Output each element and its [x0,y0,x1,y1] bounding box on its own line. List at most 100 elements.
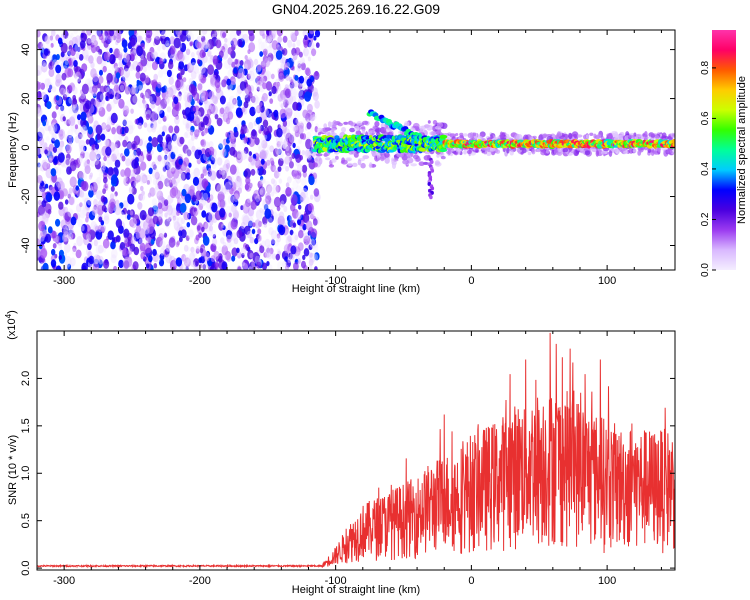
spectrogram-noise-cell [185,266,189,270]
spectrogram-noise-cell [312,113,317,121]
spectrogram-noise-cell [80,225,85,232]
spectrogram-noise-cell [77,156,83,165]
spectrogram-noise-cell [187,246,191,252]
spectrogram-noise-cell [63,158,70,169]
spectrogram-noise-cell [151,168,159,179]
spectrogram-halo-cell [412,154,419,160]
spectrogram-halo-cell [331,124,336,129]
spectrogram-noise-cell [248,121,254,130]
spectrogram-noise-cell [305,67,310,75]
spectrogram-noise-cell [249,182,254,188]
spectrogram-noise-cell [270,191,275,197]
spectrogram-noise-cell [284,108,293,119]
spectrogram-noise-cell [113,265,118,270]
spectrogram-noise-cell [210,157,216,165]
spectrogram-noise-cell [163,248,170,258]
spectrogram-noise-cell [38,163,43,171]
spectrogram-noise-cell [37,65,43,76]
spectrogram-halo-cell [436,153,440,158]
spectrogram-noise-cell [202,116,209,126]
spectrogram-noise-cell [37,107,42,118]
spectrogram-noise-cell [276,233,281,239]
spectrogram-noise-cell [84,151,90,160]
spectrogram-noise-cell [198,232,203,238]
spectrogram-noise-cell [236,153,243,164]
spectrogram-noise-cell [218,167,224,175]
spectrogram-halo-cell [509,150,514,156]
spectrogram-noise-cell [243,136,249,143]
spectrogram-noise-cell [115,72,121,79]
spectrogram-noise-cell [203,221,209,230]
spectrogram-noise-cell [276,235,282,243]
spectrogram-noise-cell [103,215,110,225]
spectrogram-noise-cell [37,122,40,130]
spectrogram-noise-cell [183,132,188,139]
spectrogram-noise-cell [287,139,293,147]
spectrogram-noise-cell [196,36,201,42]
spectrogram-noise-cell [196,245,200,252]
spectrogram-noise-cell [50,168,56,177]
spectrogram-tail-cell [430,160,434,164]
spectrogram-noise-cell [308,263,313,270]
spectrogram-noise-cell [102,162,106,168]
spectrogram-noise-cell [143,91,149,100]
spectrogram-halo-cell [357,159,362,166]
spectrogram-noise-cell [67,50,72,57]
spectrogram-noise-cell [250,168,256,176]
spectrogram-noise-cell [157,202,163,210]
spectrogram-noise-cell [201,226,205,232]
spectrogram-halo-cell [360,162,366,169]
spectrogram-noise-cell [173,221,181,231]
spectrogram-noise-cell [151,79,158,89]
spectrogram-noise-cell [256,80,263,91]
spectrogram-noise-cell [269,145,275,153]
snr-y-tick-label: 0.5 [20,513,32,528]
spectrogram-noise-cell [51,111,57,119]
snr-series-line [37,332,675,569]
spectrogram-noise-cell [279,194,287,205]
spectrogram-noise-cell [157,45,161,52]
spectrogram-halo-cell [644,131,648,138]
spectrogram-noise-cell [306,122,312,130]
spectrogram-noise-cell [286,152,291,159]
spectrogram-noise-cell [235,107,243,117]
spectrogram-y-tick-label: 40 [20,43,32,55]
spectrogram-noise-cell [165,40,170,47]
spectrogram-noise-cell [301,133,307,140]
spectrogram-noise-cell [171,133,177,142]
spectrogram-noise-cell [58,129,64,137]
spectrogram-noise-cell [60,42,68,54]
spectrogram-noise-cell [303,185,309,193]
spectrogram-halo-cell [404,121,410,127]
spectrogram-noise-cell [89,150,97,162]
spectrogram-noise-cell [174,125,180,134]
spectrogram-noise-cell [277,166,282,173]
spectrogram-noise-cell [221,261,228,270]
spectrogram-halo-cell [595,149,599,157]
spectrogram-noise-cell [164,218,172,229]
spectrogram-noise-cell [51,98,56,104]
spectrogram-noise-cell [297,60,302,66]
spectrogram-noise-cell [236,96,241,102]
spectrogram-halo-cell [424,151,430,155]
spectrogram-noise-cell [235,171,242,181]
spectrogram-noise-cell [169,187,177,199]
spectrogram-noise-cell [115,30,122,40]
spectrogram-noise-cell [93,156,100,166]
spectrogram-noise-cell [186,222,191,228]
spectrogram-noise-cell [188,77,194,86]
spectrogram-noise-cell [182,118,188,126]
spectrogram-noise-cell [46,53,53,63]
spectrogram-noise-cell [210,30,218,40]
spectrogram-noise-cell [152,215,159,225]
spectrogram-noise-cell [75,185,80,191]
spectrogram-noise-cell [52,86,57,93]
spectrogram-noise-cell [259,179,264,185]
spectrogram-noise-cell [193,115,200,127]
spectrogram-noise-cell [312,91,319,101]
spectrogram-noise-cell [103,212,110,221]
spectrogram-noise-cell [303,196,310,206]
spectrogram-noise-cell [97,138,103,147]
spectrogram-noise-cell [206,185,211,193]
spectrogram-noise-cell [245,244,250,251]
